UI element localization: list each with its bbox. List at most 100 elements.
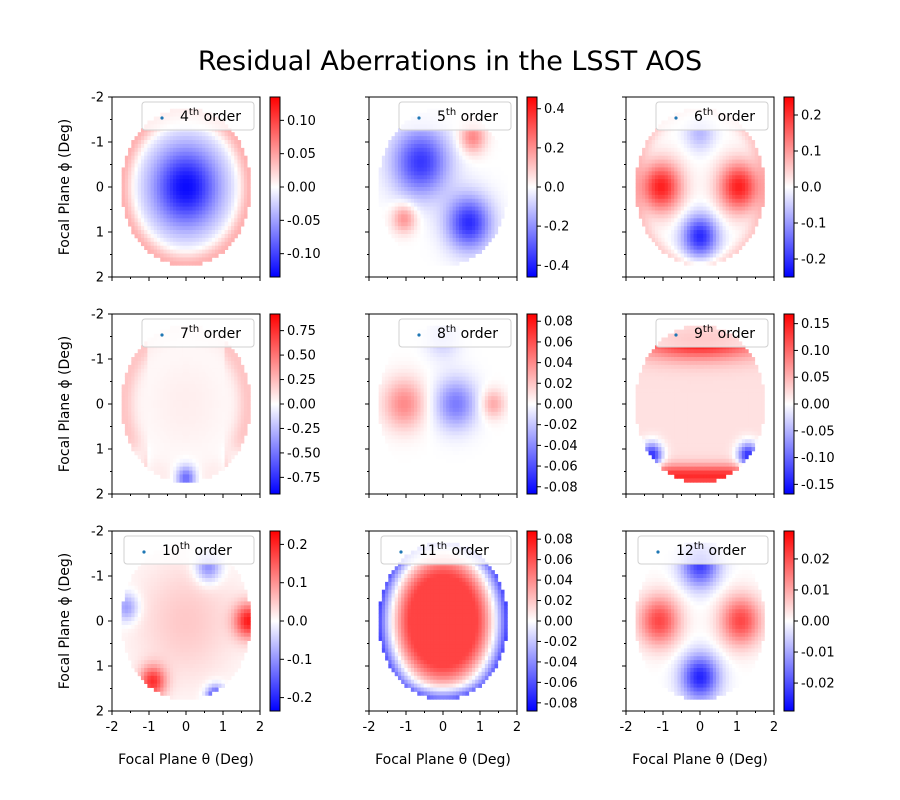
heatmap-cell — [137, 175, 142, 180]
heatmap-cell — [218, 237, 222, 243]
heatmap-cell — [163, 147, 168, 153]
heatmap-cell — [150, 210, 155, 215]
heatmap-cell — [176, 400, 180, 405]
heatmap-cell — [452, 179, 457, 184]
heatmap-cell — [186, 404, 190, 409]
heatmap-cell — [227, 147, 232, 153]
heatmap-cell — [140, 218, 145, 223]
heatmap-cell — [214, 136, 219, 141]
heatmap-cell — [751, 167, 756, 172]
heatmap-cell — [696, 140, 701, 145]
heatmap-cell — [664, 179, 669, 184]
heatmap-cell — [179, 392, 184, 397]
heatmap-cell — [134, 226, 139, 231]
heatmap-cell — [211, 183, 216, 188]
heatmap-cell — [423, 233, 428, 239]
heatmap-cell — [443, 147, 447, 153]
heatmap-cell — [728, 226, 733, 231]
heatmap-cell — [484, 206, 489, 211]
legend-box — [655, 101, 769, 131]
heatmap-cell — [417, 202, 421, 207]
heatmap-cell — [160, 384, 164, 389]
heatmap-cell — [140, 147, 145, 153]
heatmap-cell — [741, 159, 746, 164]
heatmap-cell — [430, 218, 434, 223]
heatmap-cell — [488, 198, 492, 204]
heatmap-cell — [218, 214, 222, 219]
heatmap-cell — [693, 171, 698, 176]
heatmap-cell — [433, 190, 437, 196]
heatmap-cell — [426, 222, 431, 227]
heatmap-cell — [735, 245, 740, 251]
heatmap-cell — [430, 222, 434, 227]
heatmap-cell — [153, 368, 158, 374]
heatmap-cell — [208, 253, 213, 258]
heatmap-cell — [452, 175, 457, 180]
heatmap-cell — [722, 183, 727, 188]
heatmap-cell — [391, 159, 396, 164]
heatmap-cell — [137, 376, 142, 381]
heatmap-cell — [166, 372, 171, 378]
heatmap-cell — [645, 167, 649, 172]
heatmap-cell — [719, 257, 723, 262]
heatmap-cell — [446, 218, 450, 223]
heatmap-cell — [192, 241, 197, 247]
heatmap-cell — [484, 222, 489, 227]
heatmap-cell — [218, 364, 222, 370]
heatmap-cell — [202, 179, 206, 184]
heatmap-cell — [674, 132, 678, 137]
heatmap-cell — [243, 167, 248, 172]
heatmap-cell — [391, 175, 396, 180]
heatmap-cell — [716, 136, 720, 141]
colorbar-tick-label: 0.1 — [801, 145, 822, 160]
heatmap-cell — [157, 372, 161, 378]
heatmap-cell — [401, 245, 405, 251]
heatmap-cell — [488, 159, 492, 164]
heatmap-cell — [687, 151, 691, 157]
heatmap-cell — [237, 179, 242, 184]
heatmap-cell — [748, 222, 752, 227]
heatmap-cell — [433, 253, 437, 258]
heatmap-cell — [169, 396, 174, 401]
heatmap-cell — [671, 210, 675, 215]
heatmap-cell — [433, 241, 437, 247]
heatmap-cell — [131, 151, 135, 157]
heatmap-cell — [195, 210, 200, 215]
heatmap-cell — [195, 396, 200, 401]
heatmap-cell — [468, 136, 473, 141]
heatmap-cell — [677, 136, 682, 141]
heatmap-cell — [475, 237, 479, 243]
heatmap-cell — [754, 210, 759, 215]
heatmap-cell — [674, 222, 678, 227]
heatmap-cell — [166, 241, 171, 247]
heatmap-cell — [404, 155, 409, 161]
heatmap-cell — [166, 466, 171, 471]
heatmap-cell — [140, 128, 145, 133]
heatmap-cell — [128, 372, 132, 378]
heatmap-cell — [455, 159, 460, 164]
heatmap-cell — [385, 190, 389, 196]
heatmap-cell — [192, 431, 197, 436]
heatmap-cell — [153, 415, 158, 421]
heatmap-cell — [732, 206, 736, 211]
heatmap-cell — [407, 179, 412, 184]
heatmap-cell — [224, 155, 229, 161]
heatmap-cell — [661, 155, 666, 161]
heatmap-cell — [687, 175, 691, 180]
heatmap-cell — [173, 222, 177, 227]
heatmap-cell — [709, 143, 714, 149]
heatmap-cell — [153, 140, 158, 145]
heatmap-cell — [462, 151, 466, 157]
heatmap-cell — [124, 411, 129, 417]
heatmap-cell — [231, 198, 235, 204]
heatmap-cell — [195, 249, 200, 254]
heatmap-cell — [745, 214, 749, 219]
heatmap-cell — [674, 143, 678, 149]
heatmap-cell — [182, 132, 187, 137]
heatmap-cell — [488, 136, 492, 141]
heatmap-cell — [208, 454, 213, 460]
heatmap-cell — [163, 364, 168, 370]
heatmap-cell — [134, 151, 139, 157]
heatmap-cell — [455, 237, 460, 243]
